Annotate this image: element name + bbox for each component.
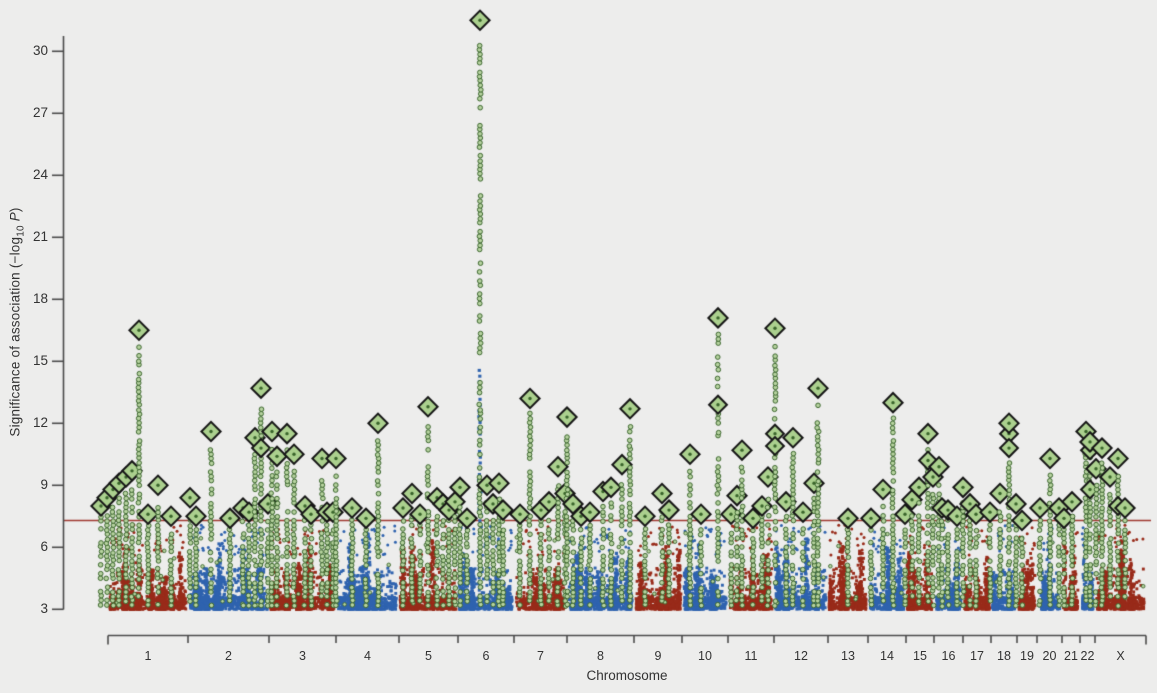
chromosome-label-8: 8	[597, 649, 604, 663]
chromosome-label-12: 12	[794, 649, 808, 663]
y-axis-title-text: Significance of association (−log	[7, 236, 23, 437]
y-axis-title-italic-p: P	[7, 212, 23, 226]
y-axis-title: Significance of association (−log10 P)	[8, 207, 27, 436]
chromosome-label-13: 13	[841, 649, 855, 663]
chromosome-label-22: 22	[1080, 649, 1095, 663]
chromosome-label-6: 6	[482, 649, 490, 663]
chromosome-label-20: 20	[1042, 649, 1057, 663]
chromosome-label-21: 21	[1064, 649, 1078, 663]
chromosome-label-10: 10	[698, 649, 712, 663]
chromosome-label-4: 4	[364, 649, 371, 663]
chromosome-label-7: 7	[537, 649, 544, 663]
chromosome-label-9: 9	[654, 649, 662, 663]
chromosome-label-15: 15	[913, 649, 927, 663]
chromosome-label-11: 11	[744, 649, 758, 663]
y-tick-label-12: 12	[32, 414, 48, 430]
y-axis-title-subscript: 10	[15, 225, 27, 237]
y-tick-label-30: 30	[32, 42, 48, 58]
y-tick-label-21: 21	[32, 228, 48, 244]
chromosome-label-X: X	[1116, 649, 1125, 663]
chromosome-label-17: 17	[970, 649, 984, 663]
chromosome-label-18: 18	[997, 649, 1011, 663]
y-tick-label-18: 18	[32, 290, 48, 306]
chromosome-label-16: 16	[941, 649, 956, 663]
x-axis-title: Chromosome	[586, 668, 668, 683]
y-tick-label-9: 9	[40, 476, 48, 492]
y-axis-title-close: )	[7, 207, 23, 213]
chromosome-label-3: 3	[299, 649, 306, 663]
y-tick-label-6: 6	[40, 538, 48, 554]
chromosome-label-14: 14	[880, 649, 894, 663]
y-tick-label-27: 27	[32, 104, 48, 120]
chromosome-label-2: 2	[225, 649, 232, 663]
chromosome-label-19: 19	[1020, 649, 1034, 663]
y-tick-label-15: 15	[32, 352, 48, 368]
chromosome-label-1: 1	[144, 649, 152, 663]
chromosome-label-5: 5	[425, 649, 432, 663]
y-tick-label-24: 24	[32, 166, 48, 182]
y-tick-label-3: 3	[40, 600, 48, 616]
